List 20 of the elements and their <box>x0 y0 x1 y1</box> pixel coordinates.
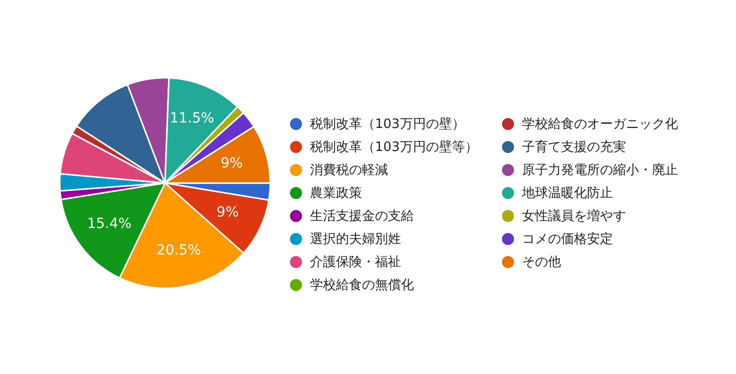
legend-label: 学校給食のオーガニック化 <box>522 116 678 132</box>
legend-label: 介護保険・福祉 <box>310 254 401 270</box>
legend-label: コメの価格安定 <box>522 230 613 248</box>
data-label: 15.4% <box>87 216 132 232</box>
data-label: 9% <box>220 155 243 172</box>
data-label: 11.5% <box>170 110 214 127</box>
legend-label: 子育て支援の充実 <box>522 138 626 156</box>
legend-label: その他 <box>522 254 561 270</box>
legend-label: 原子力発電所の縮小・廃止 <box>522 162 678 178</box>
legend-label: 地球温暖化防止 <box>522 184 613 202</box>
legend-label: 学校給食の無償化 <box>310 276 414 294</box>
legend-label: 選択的夫婦別姓 <box>310 230 401 248</box>
legend-label: 農業政策 <box>310 184 362 202</box>
data-label: 9% <box>216 204 239 221</box>
legend-label: 消費税の軽減 <box>310 162 388 178</box>
legend-label: 生活支援金の支給 <box>310 208 414 224</box>
data-label: 20.5% <box>156 242 201 259</box>
legend-label: 税制改革（103万円の壁） <box>310 116 465 132</box>
legend-label: 税制改革（103万円の壁等） <box>310 138 478 156</box>
legend-label: 女性議員を増やす <box>522 208 626 224</box>
